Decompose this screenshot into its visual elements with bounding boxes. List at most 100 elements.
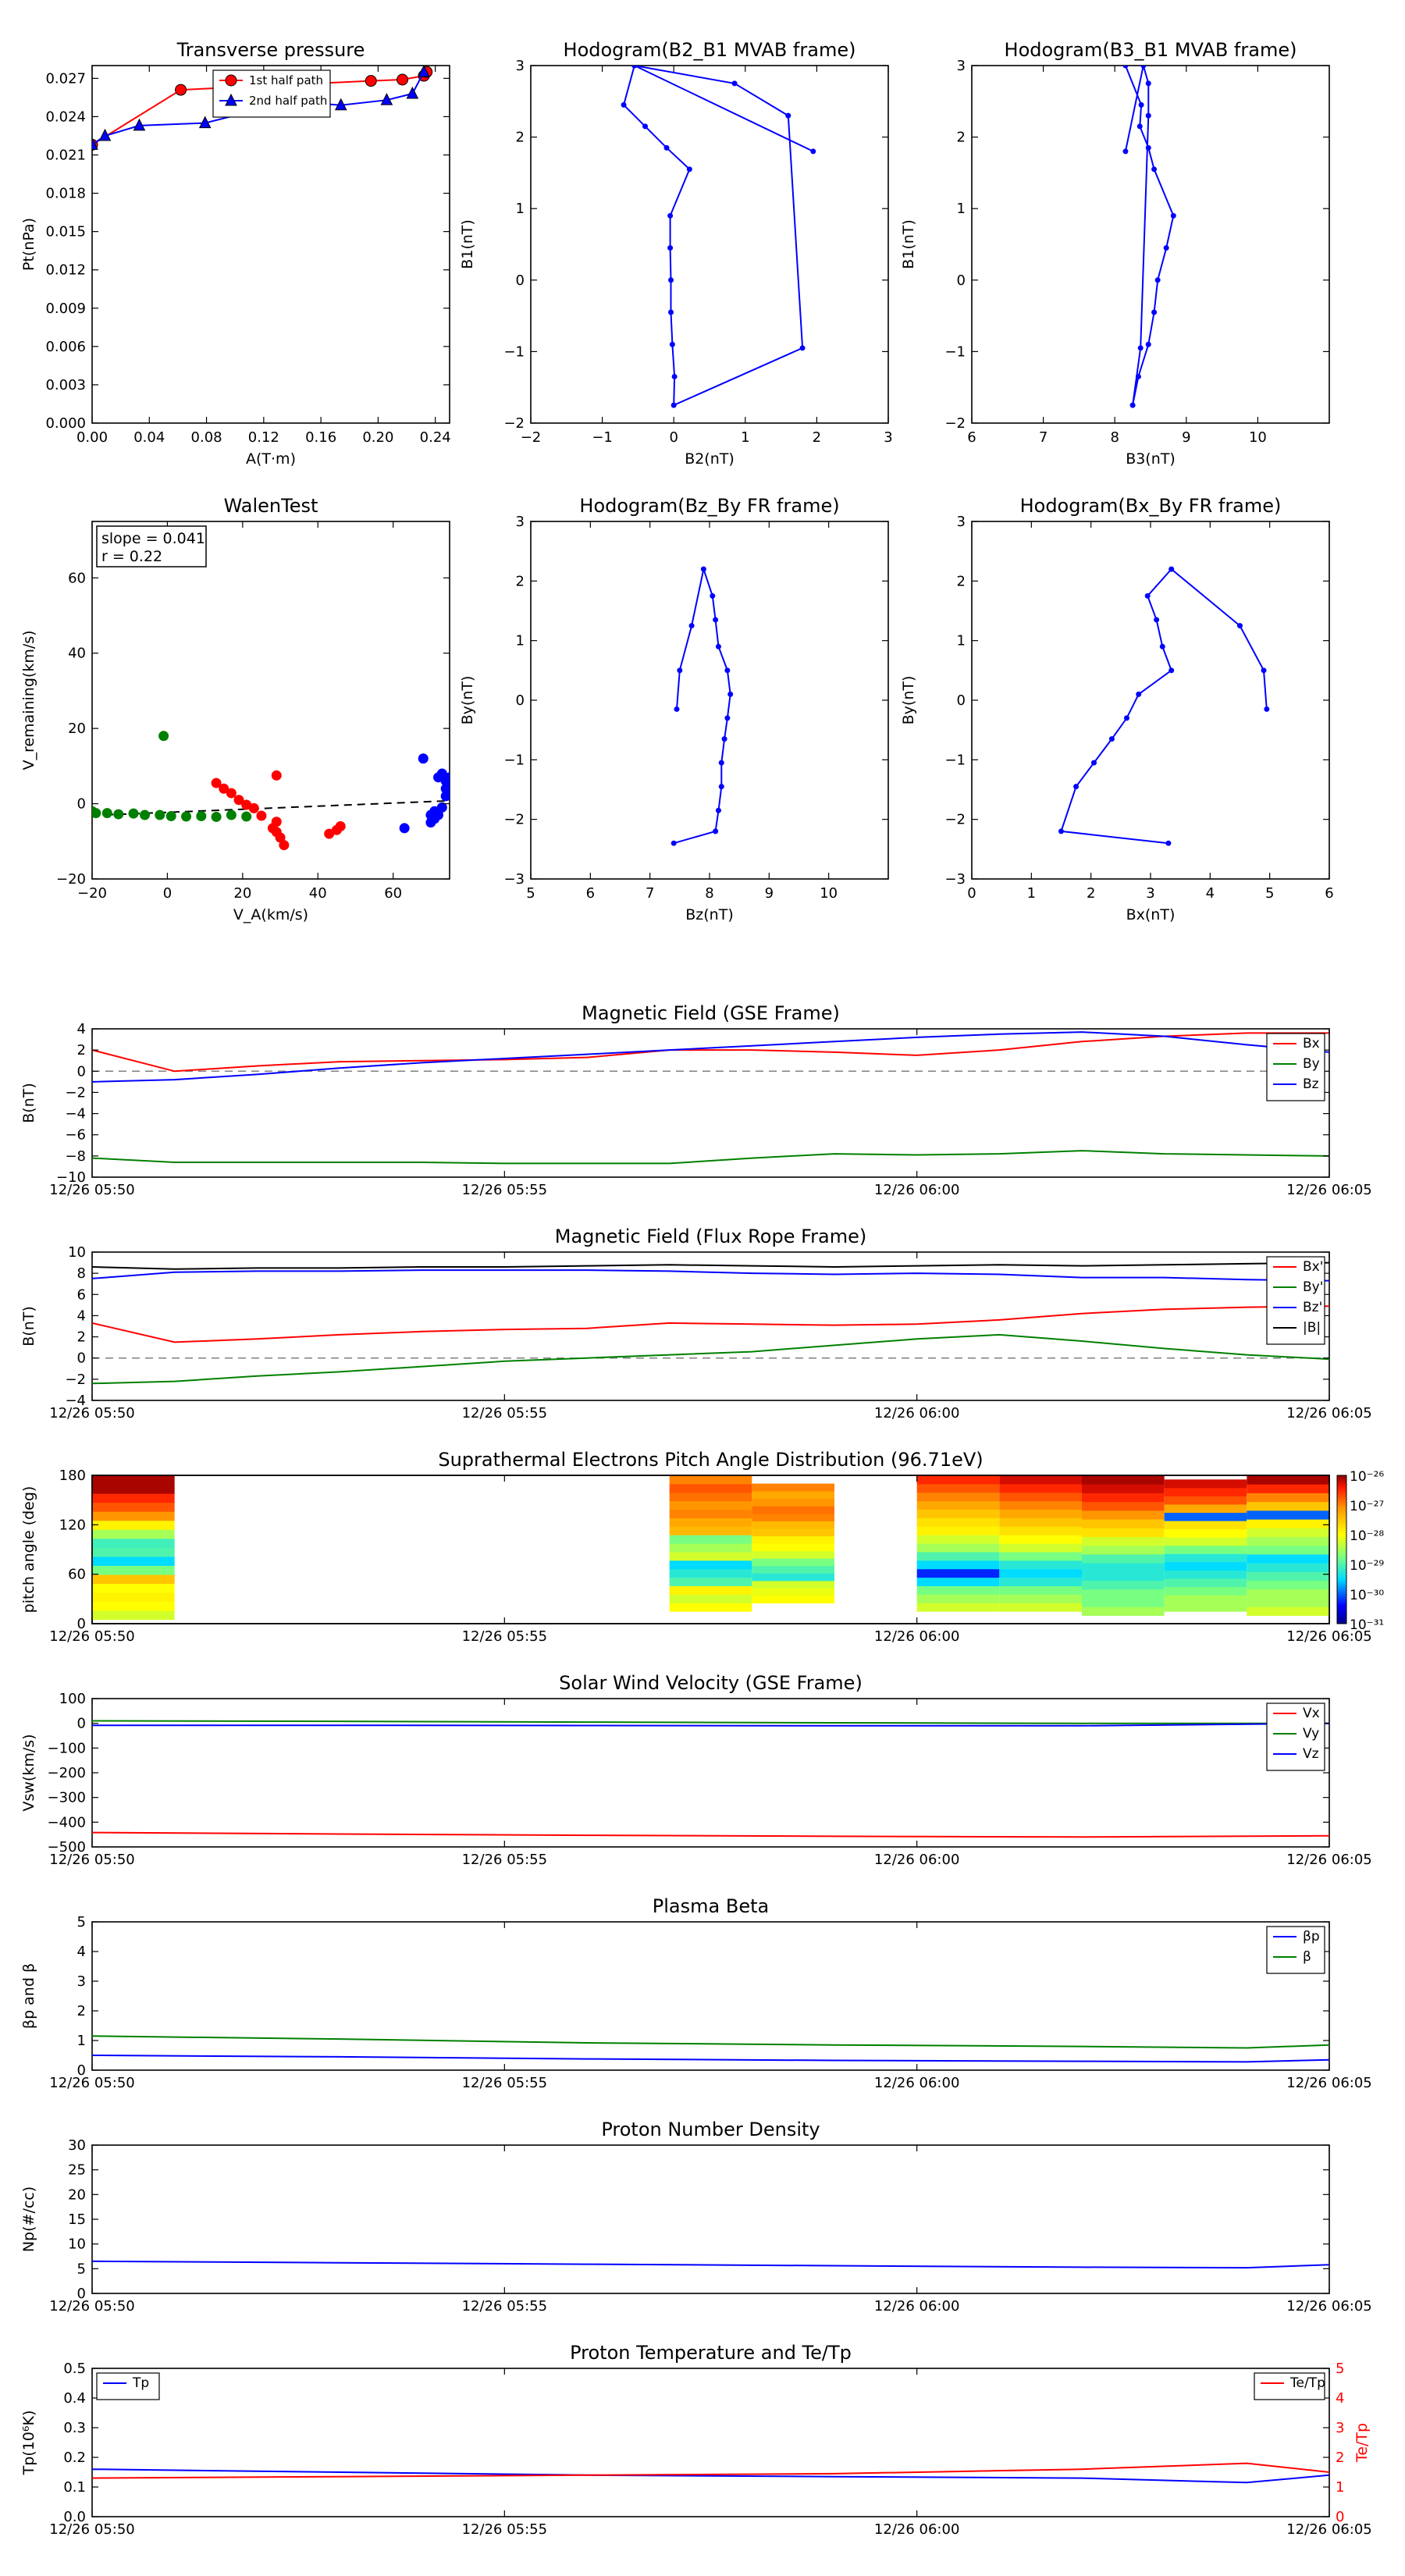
series-line-Vx bbox=[92, 1831, 1329, 1838]
data-point bbox=[700, 566, 706, 572]
annotation-text: r = 0.22 bbox=[101, 548, 162, 565]
heatmap-cell bbox=[752, 1483, 834, 1492]
y-tick-label: 0 bbox=[957, 272, 966, 289]
heatmap-cell bbox=[669, 1535, 752, 1544]
data-point bbox=[1138, 101, 1144, 108]
heatmap-cell bbox=[92, 1583, 175, 1593]
data-point bbox=[98, 128, 112, 141]
heatmap-cell bbox=[1164, 1545, 1247, 1554]
y-tick-label: 25 bbox=[68, 2162, 86, 2179]
legend-box bbox=[1266, 1256, 1325, 1345]
y-tick-label: −2 bbox=[503, 812, 525, 828]
heatmap-cell bbox=[1247, 1553, 1329, 1564]
heatmap-cell bbox=[669, 1568, 752, 1578]
plot-frame bbox=[91, 1251, 1330, 1401]
x-axis-label: B2(nT) bbox=[685, 450, 735, 468]
time-tick-label: 12/26 06:00 bbox=[874, 1405, 959, 1421]
heatmap-cell bbox=[1082, 1493, 1165, 1503]
heatmap-cell bbox=[916, 1492, 1000, 1502]
legend-label: By' bbox=[1303, 1279, 1323, 1295]
x-tick-label: 0.16 bbox=[305, 429, 336, 446]
heatmap-cell bbox=[92, 1529, 175, 1539]
heatmap-cell bbox=[1164, 1553, 1247, 1563]
heatmap-cell bbox=[1082, 1545, 1165, 1555]
series-line-Bx bbox=[92, 1032, 1329, 1073]
time-tick-label: 12/26 05:50 bbox=[49, 1628, 134, 1645]
data-point bbox=[133, 118, 146, 131]
data-point bbox=[196, 810, 207, 821]
y-tick-label: 0.018 bbox=[45, 186, 86, 202]
y-tick-label: 1 bbox=[957, 201, 966, 217]
heatmap-cell bbox=[999, 1577, 1082, 1587]
y-tick-label: 0.4 bbox=[63, 2390, 86, 2407]
heatmap-cell bbox=[669, 1492, 752, 1502]
legend-label: Vy bbox=[1303, 1726, 1319, 1742]
plot-area bbox=[621, 66, 816, 408]
y-tick-label: 10 bbox=[68, 2236, 86, 2253]
plot-area bbox=[92, 1031, 1329, 1165]
plot-frame bbox=[91, 1921, 1330, 2071]
y-tick-label: 0.006 bbox=[45, 339, 86, 355]
chart-title: Hodogram(Bx_By FR frame) bbox=[1020, 495, 1282, 517]
y-axis-label: B(nT) bbox=[20, 1306, 37, 1347]
time-tick-label: 12/26 05:50 bbox=[49, 1852, 134, 1868]
series-line-Vy bbox=[92, 1720, 1329, 1724]
y-tick-label: 0.000 bbox=[45, 415, 86, 432]
data-point bbox=[225, 74, 237, 87]
y-axis-label: B1(nT) bbox=[900, 219, 917, 269]
x-tick-label: 60 bbox=[384, 885, 402, 902]
plot-frame bbox=[91, 65, 450, 424]
legend-box bbox=[1266, 1926, 1325, 1974]
heatmap-cell bbox=[752, 1558, 834, 1567]
data-point bbox=[1151, 166, 1158, 173]
data-point bbox=[155, 809, 165, 820]
heatmap-cell bbox=[1082, 1519, 1165, 1528]
legend-label: Bz bbox=[1303, 1076, 1319, 1092]
heatmap-cell bbox=[1247, 1528, 1329, 1538]
heatmap-cell bbox=[752, 1565, 834, 1574]
heatmap-cell bbox=[92, 1511, 175, 1521]
heatmap-cell bbox=[669, 1500, 752, 1510]
heatmap-cell bbox=[916, 1577, 1000, 1587]
data-point bbox=[92, 808, 101, 819]
data-point bbox=[1237, 623, 1243, 629]
y-tick-label: 0.2 bbox=[63, 2450, 86, 2466]
data-point bbox=[139, 809, 150, 820]
x-tick-label: 6 bbox=[586, 885, 595, 902]
data-point bbox=[686, 166, 692, 173]
data-point bbox=[688, 623, 695, 629]
heatmap-cell bbox=[1247, 1493, 1329, 1503]
data-point bbox=[211, 777, 222, 788]
y-tick-label: 0.012 bbox=[45, 262, 86, 279]
time-tick-label: 12/26 05:50 bbox=[49, 2075, 134, 2091]
heatmap-cell bbox=[1164, 1528, 1247, 1538]
x-tick-label: 10 bbox=[820, 885, 838, 902]
x-tick-label: 20 bbox=[233, 885, 251, 902]
y-tick-label: 180 bbox=[59, 1468, 86, 1484]
y2-tick-label: 2 bbox=[1336, 2450, 1344, 2466]
chart-title: Proton Number Density bbox=[601, 2119, 820, 2140]
data-point bbox=[1122, 148, 1129, 155]
time-tick-label: 12/26 06:05 bbox=[1286, 2075, 1371, 2091]
time-tick-label: 12/26 05:55 bbox=[462, 2298, 547, 2314]
heatmap-cell bbox=[916, 1551, 1000, 1561]
colorbar bbox=[1336, 1475, 1347, 1624]
x-axis-label: V_A(km/s) bbox=[233, 906, 308, 923]
data-point bbox=[1144, 592, 1151, 599]
y-tick-label: 6 bbox=[77, 1286, 86, 1303]
time-tick-label: 12/26 05:55 bbox=[462, 1628, 547, 1645]
legend-label: By bbox=[1303, 1056, 1320, 1072]
heatmap-cell bbox=[1082, 1528, 1165, 1538]
x-tick-label: 6 bbox=[967, 429, 976, 446]
heatmap-cell bbox=[92, 1565, 175, 1575]
y-tick-label: −1 bbox=[503, 752, 525, 768]
plot-frame bbox=[91, 2368, 1330, 2517]
data-point bbox=[397, 73, 409, 86]
y2-axis-label: Te/Tp bbox=[1353, 2423, 1371, 2463]
heatmap-cell bbox=[92, 1592, 175, 1603]
heatmap-cell bbox=[1082, 1536, 1165, 1546]
x-tick-label: −1 bbox=[592, 429, 613, 446]
x-tick-label: 0.04 bbox=[133, 429, 165, 446]
heatmap-cell bbox=[752, 1528, 834, 1537]
x-tick-label: 0.12 bbox=[248, 429, 279, 446]
